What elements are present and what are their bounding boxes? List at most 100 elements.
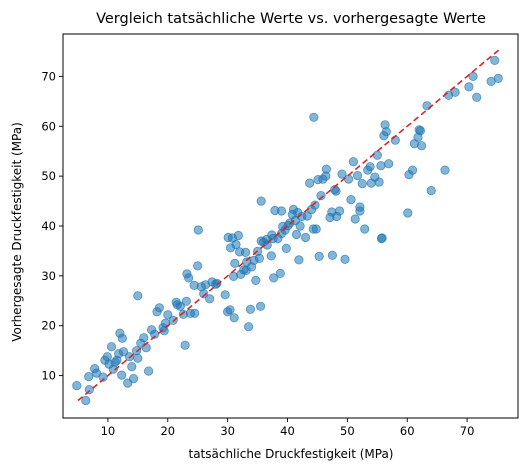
plot-area: 10 20 30 40 50 60 70 10 20 30 40 50 60 70 (41, 33, 519, 438)
data-point (376, 161, 386, 171)
data-point (314, 251, 324, 261)
data-point (352, 171, 363, 181)
data-point (154, 303, 164, 313)
data-point (343, 174, 354, 184)
data-point (493, 73, 503, 84)
data-point (193, 225, 203, 235)
y-tick-label: 10 (41, 369, 56, 383)
y-tick-label: 50 (41, 169, 56, 183)
data-point (360, 224, 370, 234)
data-point (244, 322, 254, 332)
y-tick-label: 60 (41, 119, 56, 133)
data-point (129, 373, 139, 384)
x-tick-label: 50 (340, 424, 355, 438)
data-point (331, 186, 341, 196)
data-point (256, 196, 266, 206)
data-point (106, 342, 117, 352)
data-point (181, 296, 191, 306)
data-point (294, 255, 304, 265)
data-point (426, 186, 436, 196)
y-tick-label: 20 (41, 319, 56, 333)
data-point (291, 229, 302, 240)
data-point (84, 384, 94, 395)
data-point (233, 230, 243, 241)
data-point (381, 127, 391, 137)
data-point (91, 368, 102, 378)
data-point (337, 169, 347, 179)
x-tick-label: 20 (160, 424, 175, 438)
data-point (310, 200, 320, 210)
x-tick-label: 70 (460, 424, 475, 438)
reference-line (77, 48, 501, 402)
data-point (390, 135, 400, 145)
data-point (340, 254, 350, 264)
data-point (327, 250, 337, 260)
data-point (346, 195, 356, 205)
data-points (72, 55, 503, 406)
data-point (357, 179, 367, 189)
data-point (377, 233, 387, 243)
data-point (281, 243, 291, 253)
data-point (175, 301, 185, 311)
data-point (374, 177, 384, 187)
data-point (141, 343, 151, 353)
data-point (321, 164, 331, 174)
x-axis-label: tatsächliche Druckfestigkeit (MPa) (188, 447, 393, 461)
data-point (334, 206, 345, 216)
data-point (490, 55, 500, 66)
x-tick-label: 40 (280, 424, 295, 438)
y-tick-label: 70 (41, 69, 56, 83)
data-point (472, 92, 482, 102)
y-tick-label: 30 (41, 269, 56, 283)
data-point (225, 305, 235, 315)
data-point (464, 82, 474, 92)
data-point (117, 333, 127, 343)
data-point (190, 308, 200, 318)
data-point (163, 310, 173, 320)
data-point (254, 253, 264, 263)
data-point (350, 214, 360, 224)
data-point (159, 326, 169, 336)
data-point (139, 333, 149, 343)
data-point (450, 87, 460, 97)
data-point (251, 275, 261, 285)
data-point (365, 162, 375, 172)
data-point (229, 313, 239, 323)
data-point (118, 347, 129, 357)
data-point (316, 191, 326, 201)
data-point (81, 395, 91, 406)
data-point (355, 206, 365, 216)
y-tick-label: 40 (41, 219, 56, 233)
data-point (193, 261, 203, 271)
data-point (127, 361, 137, 372)
data-point (309, 112, 319, 122)
data-point (199, 289, 209, 299)
data-point (372, 150, 382, 160)
data-point (133, 291, 143, 301)
x-tick-label: 60 (400, 424, 415, 438)
data-point (184, 273, 194, 283)
data-point (230, 258, 240, 268)
data-point (266, 251, 276, 261)
data-point (242, 257, 252, 267)
data-point (205, 294, 215, 304)
data-point (384, 159, 394, 169)
data-point (348, 157, 358, 167)
data-point (422, 101, 432, 111)
data-point (468, 71, 478, 82)
data-point (72, 380, 82, 391)
data-point (241, 247, 251, 257)
data-point (311, 224, 321, 234)
x-axis-ticks: 10 20 30 40 50 60 70 (101, 418, 475, 438)
data-point (212, 278, 222, 288)
data-point (295, 221, 305, 231)
data-point (415, 126, 425, 136)
data-point (261, 234, 272, 245)
x-tick-label: 30 (220, 424, 235, 438)
data-point (305, 178, 315, 188)
y-axis-label: Vorhergesagte Druckfestigkeit (MPa) (10, 122, 24, 342)
data-point (133, 353, 143, 363)
data-point (84, 371, 94, 382)
data-point (245, 304, 255, 314)
